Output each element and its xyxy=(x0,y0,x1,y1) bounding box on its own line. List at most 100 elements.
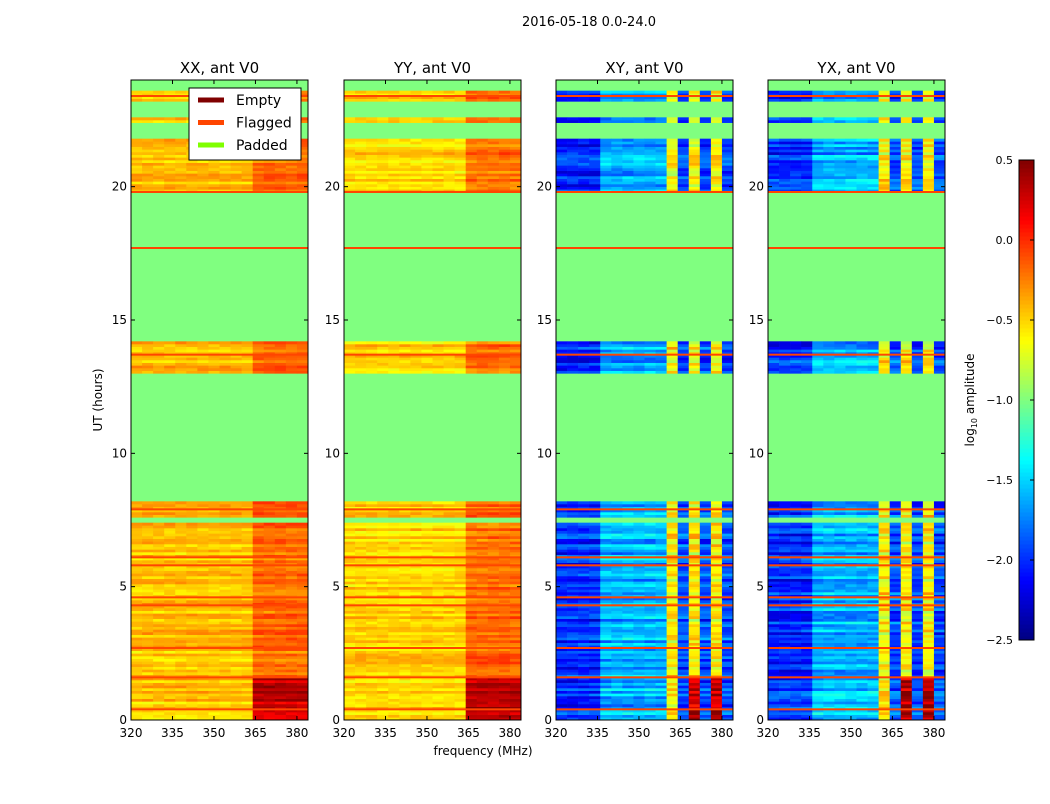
heatmap-cell xyxy=(556,536,567,539)
heatmap-cell xyxy=(164,525,175,528)
heatmap-cell xyxy=(175,368,186,371)
heatmap-cell xyxy=(264,643,275,646)
heatmap-cell xyxy=(153,621,164,624)
heatmap-cell xyxy=(275,587,286,590)
heatmap-cell xyxy=(197,624,208,627)
heatmap-cell xyxy=(231,672,242,675)
heatmap-cell xyxy=(678,611,689,614)
heatmap-cell xyxy=(264,627,275,630)
heatmap-cell xyxy=(253,701,264,704)
heatmap-cell xyxy=(611,637,622,640)
heatmap-cell xyxy=(633,683,644,686)
heatmap-cell xyxy=(399,637,410,640)
heatmap-cell xyxy=(466,584,477,587)
heatmap-cell xyxy=(433,560,444,563)
heatmap-cell xyxy=(186,504,197,507)
heatmap-cell xyxy=(678,635,689,638)
heatmap-cell xyxy=(253,504,264,507)
heatmap-cell xyxy=(466,549,477,552)
heatmap-cell xyxy=(455,616,466,619)
heatmap-cell xyxy=(231,701,242,704)
heatmap-cell xyxy=(220,176,231,179)
heatmap-cell xyxy=(355,549,366,552)
heatmap-cell xyxy=(366,701,377,704)
heatmap-cell xyxy=(297,371,308,374)
x-tick-label: 335 xyxy=(161,726,184,740)
heatmap-cell xyxy=(499,600,510,603)
heatmap-cell xyxy=(355,624,366,627)
heatmap-cell xyxy=(689,629,700,632)
heatmap-cell xyxy=(488,363,499,366)
heatmap-cell xyxy=(366,152,377,155)
heatmap-cell xyxy=(689,536,700,539)
heatmap-cell xyxy=(286,661,297,664)
heatmap-cell xyxy=(220,536,231,539)
heatmap-cell xyxy=(377,363,388,366)
heatmap-cell xyxy=(700,549,711,552)
heatmap-cell xyxy=(220,651,231,654)
heatmap-cell xyxy=(678,680,689,683)
heatmap-cell xyxy=(153,685,164,688)
heatmap-cell xyxy=(410,363,421,366)
heatmap-cell xyxy=(444,117,455,120)
flagged-row xyxy=(131,708,308,710)
heatmap-cell xyxy=(399,187,410,190)
heatmap-cell xyxy=(433,672,444,675)
heatmap-cell xyxy=(344,501,355,504)
heatmap-cell xyxy=(589,640,600,643)
heatmap-cell xyxy=(556,701,567,704)
heatmap-cell xyxy=(656,661,667,664)
heatmap-cell xyxy=(477,141,488,144)
heatmap-cell xyxy=(399,155,410,158)
heatmap-cell xyxy=(600,624,611,627)
heatmap-cell xyxy=(510,541,521,544)
heatmap-cell xyxy=(175,363,186,366)
heatmap-cell xyxy=(433,501,444,504)
heatmap-cell xyxy=(722,624,733,627)
heatmap-cell xyxy=(131,683,142,686)
heatmap-cell xyxy=(656,629,667,632)
heatmap-cell xyxy=(433,581,444,584)
heatmap-cell xyxy=(499,160,510,163)
heatmap-cell xyxy=(410,621,421,624)
heatmap-cell xyxy=(678,691,689,694)
heatmap-cell xyxy=(700,683,711,686)
heatmap-cell xyxy=(242,608,253,611)
heatmap-cell xyxy=(377,184,388,187)
heatmap-cell xyxy=(355,357,366,360)
heatmap-cell xyxy=(344,619,355,622)
heatmap-cell xyxy=(275,176,286,179)
heatmap-cell xyxy=(556,640,567,643)
heatmap-cell xyxy=(488,357,499,360)
heatmap-cell xyxy=(264,536,275,539)
heatmap-cell xyxy=(231,621,242,624)
heatmap-cell xyxy=(355,600,366,603)
heatmap-cell xyxy=(656,589,667,592)
heatmap-cell xyxy=(567,608,578,611)
heatmap-cell xyxy=(131,173,142,176)
heatmap-cell xyxy=(488,528,499,531)
heatmap-cell xyxy=(444,341,455,344)
heatmap-cell xyxy=(220,613,231,616)
heatmap-cell xyxy=(711,701,722,704)
heatmap-cell xyxy=(667,637,678,640)
heatmap-cell xyxy=(711,579,722,582)
heatmap-cell xyxy=(399,696,410,699)
heatmap-cell xyxy=(633,608,644,611)
heatmap-cell xyxy=(142,608,153,611)
heatmap-cell xyxy=(421,653,432,656)
heatmap-cell xyxy=(455,587,466,590)
heatmap-cell xyxy=(253,661,264,664)
heatmap-cell xyxy=(488,347,499,350)
heatmap-cell xyxy=(645,653,656,656)
heatmap-cell xyxy=(444,600,455,603)
heatmap-cell xyxy=(197,619,208,622)
heatmap-cell xyxy=(197,712,208,715)
heatmap-cell xyxy=(645,659,656,662)
heatmap-cell xyxy=(466,144,477,147)
heatmap-cell xyxy=(197,173,208,176)
heatmap-cell xyxy=(656,539,667,542)
heatmap-cell xyxy=(208,571,219,574)
heatmap-cell xyxy=(711,627,722,630)
heatmap-cell xyxy=(455,664,466,667)
